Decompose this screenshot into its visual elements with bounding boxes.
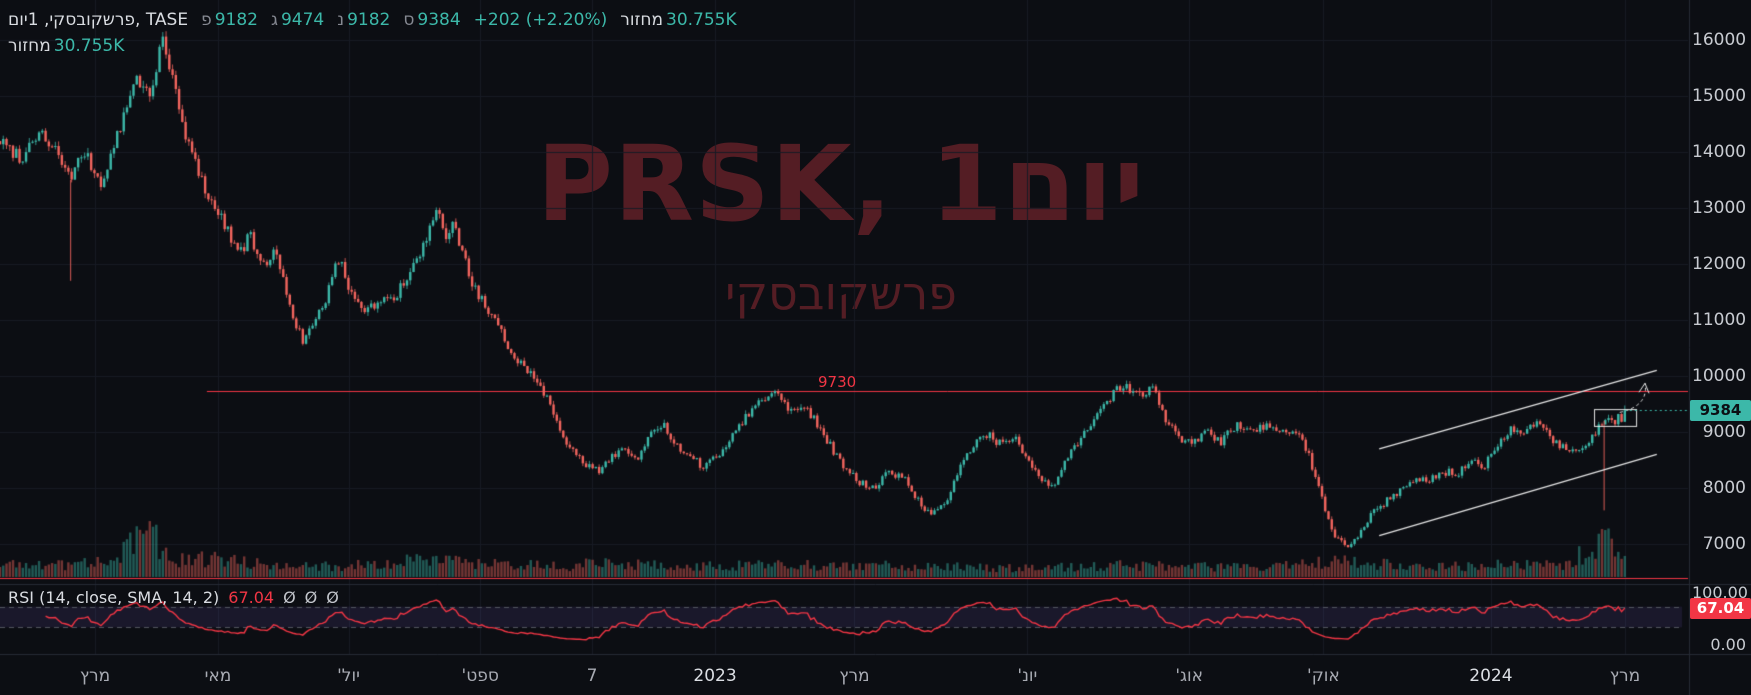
ohlc-open: פ 9182 <box>201 10 258 30</box>
price-tick-label: 9000 <box>1702 422 1746 442</box>
rsi-legend-row: RSI (14, close, SMA, 14, 2) 67.04 Ø Ø Ø <box>8 588 339 607</box>
time-tick-label: 7 <box>586 666 598 686</box>
volume-legend-row: מחזור 30.755K <box>8 33 737 59</box>
low-value: 9182 <box>347 10 391 30</box>
rsi-value-badge: 67.04 <box>1690 598 1751 620</box>
price-tick-label: 16000 <box>1692 30 1747 50</box>
last-price-badge: 9384 <box>1690 400 1751 422</box>
close-label: ס <box>403 10 415 30</box>
time-axis[interactable]: מרץ מאי 'יול 'ספט 7 2023 מרץ 'יונ 'אוג 'אוק 2024 מר… <box>0 655 1689 695</box>
low-label: נ <box>337 10 345 30</box>
rsi-axis-top-label: 100.00 <box>1692 583 1748 602</box>
change-value: +202 (+2.20%) <box>473 10 608 30</box>
rsi-value: 67.04 <box>228 588 275 607</box>
high-label: ג <box>270 10 278 30</box>
time-tick-label: 'אוק <box>1307 666 1340 686</box>
rsi-hidden-marker: Ø <box>326 588 339 607</box>
high-value: 9474 <box>280 10 325 30</box>
volume-indicator-title: מחזור <box>8 36 51 56</box>
price-tick-label: 11000 <box>1692 310 1747 330</box>
legend: פרשקובסקי, 1יום, TASE פ 9182 ג 9474 נ 9182 … <box>8 7 737 59</box>
time-tick-label: מרץ <box>839 666 870 686</box>
bar-volume: מחזור 30.755K <box>620 10 736 30</box>
time-tick-label: מאי <box>204 666 232 686</box>
time-tick-label: מרץ <box>1609 666 1641 686</box>
bar-volume-value: 30.755K <box>666 10 737 30</box>
time-tick-label: 'יונ <box>1017 666 1038 686</box>
rsi-hidden-marker: Ø <box>283 588 296 607</box>
ohlc-close: ס 9384 <box>403 10 460 30</box>
time-tick-label: 'אוג <box>1175 666 1204 686</box>
price-tick-label: 8000 <box>1702 478 1746 498</box>
open-label: פ <box>201 10 212 30</box>
ohlc-high: ג 9474 <box>271 10 324 30</box>
time-tick-label: 2023 <box>693 666 737 686</box>
price-tick-label: 10000 <box>1692 366 1747 386</box>
rsi-title[interactable]: RSI (14, close, SMA, 14, 2) <box>8 588 220 607</box>
legend-main-row: פרשקובסקי, 1יום, TASE פ 9182 ג 9474 נ 9182 … <box>8 7 737 33</box>
ohlc-low: נ 9182 <box>337 10 390 30</box>
time-tick-label: 2024 <box>1469 666 1513 686</box>
volume-indicator[interactable]: מחזור 30.755K <box>8 36 124 56</box>
price-axis[interactable]: 16000 15000 14000 13000 12000 11000 10000 9000 8… <box>1692 0 1748 695</box>
symbol-title[interactable]: פרשקובסקי, 1יום, TASE <box>8 10 189 30</box>
bar-volume-label: מחזור <box>620 10 664 30</box>
open-value: 9182 <box>214 10 258 30</box>
volume-indicator-value: 30.755K <box>53 36 125 56</box>
rsi-axis-bottom-label: 0.00 <box>1710 635 1746 654</box>
close-value: 9384 <box>417 10 461 30</box>
rsi-hidden-marker: Ø <box>304 588 318 607</box>
price-tick-label: 12000 <box>1692 254 1747 274</box>
time-tick-label: 'יול <box>337 666 360 686</box>
price-tick-label: 14000 <box>1692 142 1747 162</box>
price-tick-label: 15000 <box>1692 86 1747 106</box>
horizontal-line-label[interactable]: 9730 <box>818 373 857 392</box>
price-tick-label: 13000 <box>1692 198 1747 218</box>
time-tick-label: מרץ <box>79 666 111 686</box>
price-tick-label: 7000 <box>1702 534 1746 554</box>
time-tick-label: 'ספט <box>461 666 499 686</box>
